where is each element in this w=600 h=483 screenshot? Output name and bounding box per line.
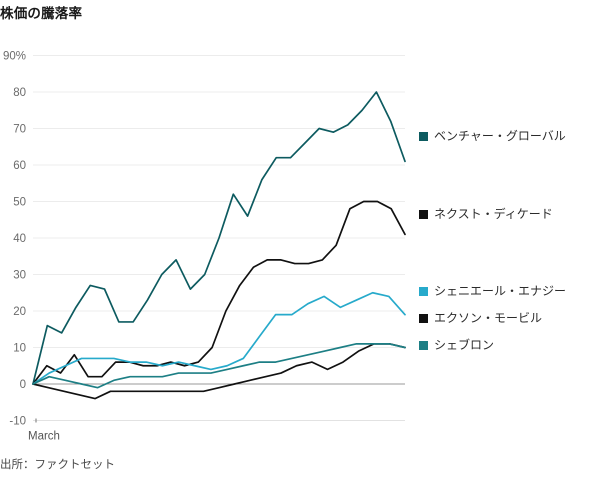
chart-legend: ベンチャー・グローバルネクスト・ディケードシェニエール・エナジーエクソン・モービ… [419, 129, 566, 352]
line-chart: -10 0 10 20 30 40 50 60 70 80 90% March ベンチャー・グローバ… [3, 51, 566, 443]
legend-swatch [419, 287, 428, 296]
legend-label: シェブロン [434, 337, 494, 352]
legend-swatch [419, 314, 428, 323]
legend-label: ネクスト・ディケード [434, 206, 553, 221]
y-axis-tick-label: 50 [13, 197, 26, 209]
legend-label: エクソン・モービル [434, 311, 542, 325]
source-note: 出所：ファクトセット [0, 459, 115, 471]
y-axis-tick-label: 80 [13, 87, 26, 99]
y-axis-tick-label: 20 [13, 306, 26, 318]
y-axis-tick-label: 90% [3, 51, 26, 63]
legend-swatch [419, 132, 428, 141]
legend-label: シェニエール・エナジー [434, 284, 566, 298]
legend-label: ベンチャー・グローバル [434, 129, 566, 143]
x-axis-tick-label: March [28, 431, 60, 443]
y-axis-tick-label: 10 [13, 343, 26, 355]
series-line [32, 343, 406, 389]
series-line [32, 91, 406, 385]
series-lines [32, 91, 406, 400]
y-axis-tick-label: 30 [13, 270, 26, 282]
y-axis-tick-label: 60 [13, 160, 26, 172]
series-line [32, 291, 406, 385]
gridlines [33, 55, 405, 385]
y-axis-tick-label: -10 [9, 416, 26, 428]
x-axis: March [28, 418, 405, 443]
y-axis-labels: -10 0 10 20 30 40 50 60 70 80 90% [3, 51, 26, 428]
legend-swatch [419, 341, 428, 350]
y-axis-tick-label: 0 [20, 379, 26, 391]
y-axis-tick-label: 70 [13, 124, 26, 136]
chart-plot-area: -10 0 10 20 30 40 50 60 70 80 90% March ベンチャー・グローバ… [0, 30, 600, 443]
y-axis-tick-label: 40 [13, 233, 26, 245]
series-line [32, 200, 406, 385]
page-title: 株価の騰落率 [0, 6, 83, 21]
series-line [32, 343, 406, 400]
legend-swatch [419, 210, 428, 219]
